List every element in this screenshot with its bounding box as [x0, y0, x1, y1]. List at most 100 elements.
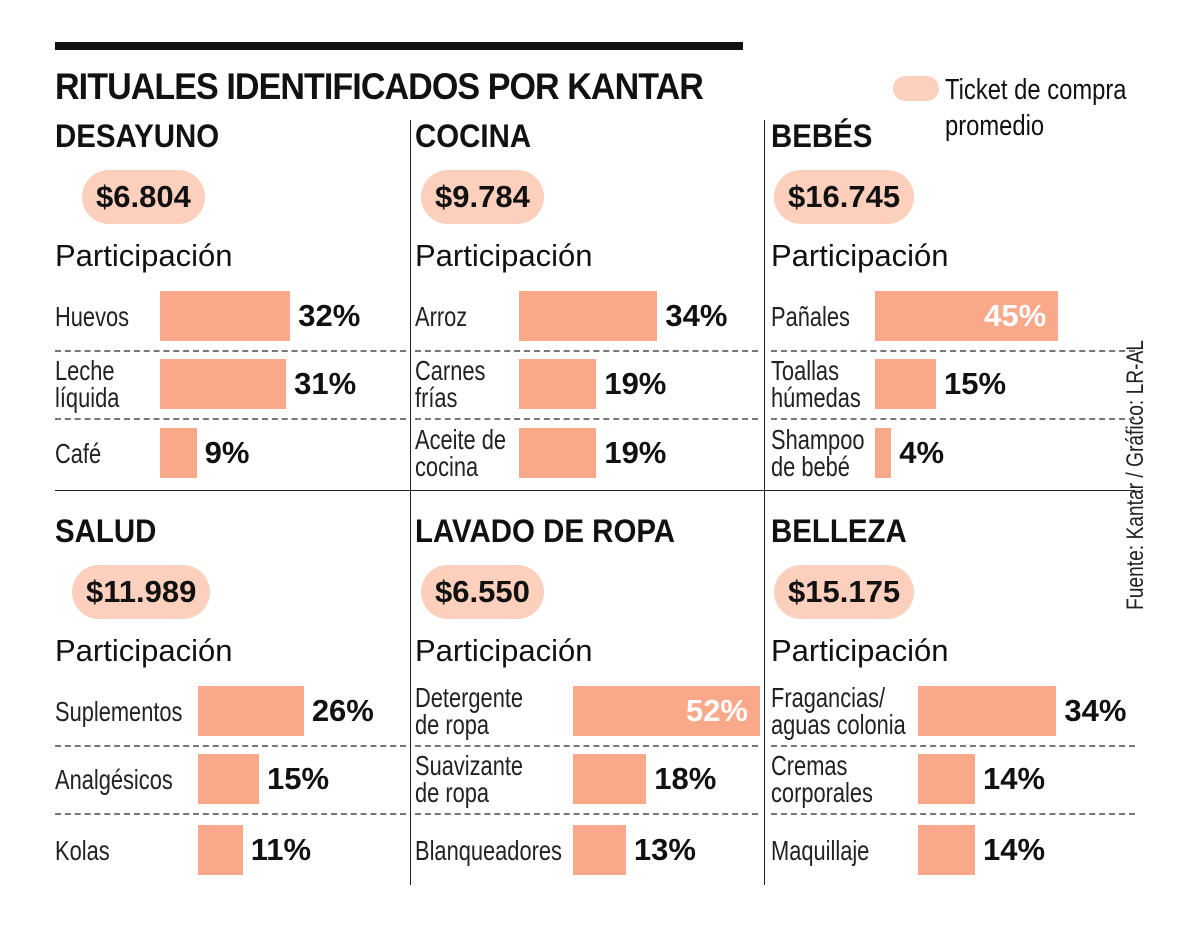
bar-label-text: Pañales — [771, 300, 850, 332]
bar-label-text: Carnes frías — [415, 355, 486, 413]
row-separator — [771, 813, 1135, 815]
participacion-label: Participación — [55, 633, 233, 668]
ticket-pill: $6.804 — [82, 170, 205, 224]
bar-label-text: Cremas corporales — [771, 750, 873, 808]
bar-label: Fragancias/ aguas colonia — [771, 682, 906, 740]
bar-label-text: Maquillaje — [771, 834, 870, 866]
bar-label-text: Huevos — [55, 300, 130, 332]
bar-label: Toallas húmedas — [771, 355, 861, 413]
bar-value: 19% — [604, 366, 667, 401]
bar — [160, 359, 287, 409]
bar-label-text: Aceite de cocina — [415, 424, 507, 482]
ticket-pill: $9.784 — [421, 170, 544, 224]
bar — [519, 291, 658, 341]
bar-label: Aceite de cocina — [415, 424, 507, 482]
row-separator — [415, 350, 758, 352]
bar-value: 9% — [204, 435, 250, 470]
bar-label: Analgésicos — [55, 752, 173, 806]
bar-label-text: Toallas húmedas — [771, 355, 861, 413]
bar — [160, 428, 197, 478]
row-separator — [55, 745, 406, 747]
bar-value: 19% — [604, 435, 667, 470]
bar-label-text: Fragancias/ aguas colonia — [771, 682, 906, 740]
bar-value: 4% — [899, 435, 945, 470]
bar-value: 32% — [298, 298, 361, 333]
bar — [875, 291, 1059, 341]
bar-value: 11% — [250, 832, 312, 867]
bar-label-text: Blanqueadores — [415, 834, 562, 866]
row-separator — [415, 418, 758, 420]
bar-value: 45% — [984, 298, 1047, 333]
bar-label-text: Detergente de ropa — [415, 682, 524, 740]
bar-label: Leche líquida — [55, 357, 119, 412]
row-separator — [55, 813, 406, 815]
bar-label-text: Analgésicos — [55, 763, 173, 795]
bar — [519, 359, 597, 409]
ticket-pill: $11.989 — [72, 565, 211, 619]
row-separator — [771, 350, 1135, 352]
participacion-label: Participación — [771, 238, 949, 273]
bar — [573, 825, 626, 875]
bar-value: 15% — [267, 761, 330, 796]
bar-value: 18% — [654, 761, 717, 796]
bar — [918, 686, 1057, 736]
bar-value: 13% — [633, 832, 696, 867]
participacion-label: Participación — [415, 633, 593, 668]
column-divider — [764, 120, 765, 885]
bar-label-text: Suplementos — [55, 695, 183, 727]
bar-value: 52% — [685, 693, 748, 728]
row-separator — [55, 350, 406, 352]
ticket-pill: $6.550 — [421, 565, 544, 619]
bar-value: 34% — [665, 298, 728, 333]
chart-title: RITUALES IDENTIFICADOS POR KANTAR — [55, 66, 704, 107]
row-separator — [771, 745, 1135, 747]
bar — [198, 825, 243, 875]
bar — [573, 686, 760, 736]
bar-value: 31% — [294, 366, 357, 401]
bar-label-text: Café — [55, 437, 102, 469]
panel-title: DESAYUNO — [55, 118, 220, 154]
bar-label: Arroz — [415, 289, 467, 343]
bar-value: 14% — [982, 761, 1046, 796]
bar-value: 34% — [1064, 693, 1127, 728]
bar-label: Blanqueadores — [415, 823, 562, 877]
bar — [918, 754, 975, 804]
participacion-label: Participación — [771, 633, 949, 668]
legend-label: Ticket de compra promedio — [945, 74, 1127, 142]
panel-title: BELLEZA — [771, 513, 907, 549]
bar-label: Café — [55, 426, 101, 480]
bar-label: Suplementos — [55, 684, 182, 738]
bar-label: Detergente de ropa — [415, 682, 524, 740]
bar — [198, 686, 304, 736]
panel-title: COCINA — [415, 118, 532, 154]
bar — [573, 754, 647, 804]
bar-label: Kolas — [55, 823, 110, 877]
row-separator — [415, 745, 758, 747]
bar-value: 15% — [944, 366, 1007, 401]
bar-label: Shampoo de bebé — [771, 426, 865, 481]
bar-label-text: Suavizante de ropa — [415, 750, 524, 808]
participacion-label: Participación — [415, 238, 593, 273]
bar — [875, 428, 892, 478]
bar-value: 26% — [311, 693, 374, 728]
legend-swatch — [893, 76, 939, 101]
bar-label: Huevos — [55, 289, 129, 343]
bar-label: Pañales — [771, 289, 850, 343]
bar-label: Cremas corporales — [771, 750, 873, 808]
bar-label-text: Arroz — [415, 300, 468, 332]
participacion-label: Participación — [55, 238, 233, 273]
top-rule — [55, 42, 743, 50]
panel-title: BEBÉS — [771, 118, 873, 154]
bar — [875, 359, 937, 409]
bar — [918, 825, 975, 875]
bar-label: Maquillaje — [771, 823, 869, 877]
bar — [198, 754, 260, 804]
ticket-pill: $15.175 — [774, 565, 915, 619]
row-separator — [55, 418, 406, 420]
bar-label: Carnes frías — [415, 355, 486, 413]
bar — [160, 291, 291, 341]
bar-value: 14% — [982, 832, 1046, 867]
row-divider — [55, 490, 1135, 491]
ticket-pill: $16.745 — [774, 170, 915, 224]
